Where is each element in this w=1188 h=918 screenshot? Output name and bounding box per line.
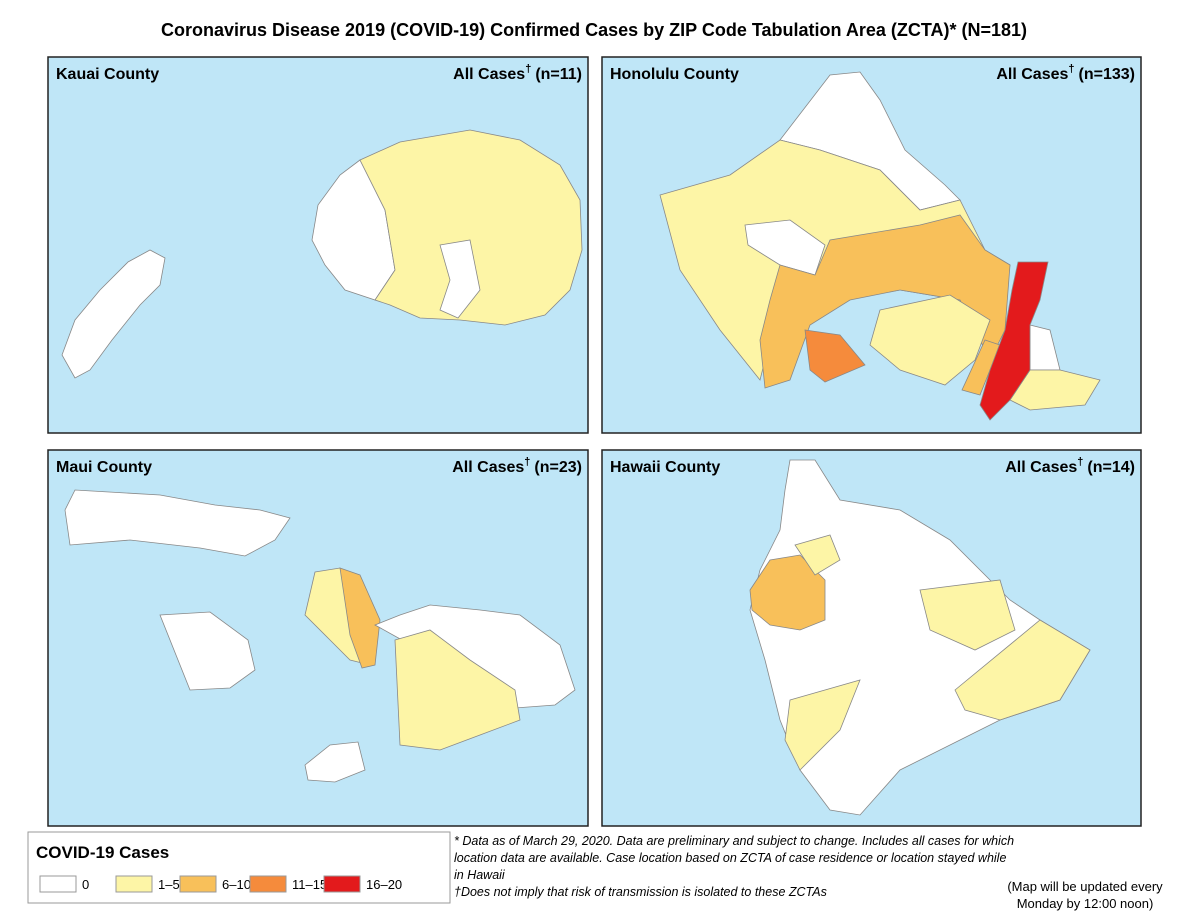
legend-swatch [179,875,217,893]
legend-frame [27,831,451,904]
cases-label: All Cases [996,66,1068,83]
panel-name: Hawaii County [610,459,720,476]
panel-name: Honolulu County [610,66,739,83]
cases-count: (n=11) [535,66,582,83]
legend-swatch [323,875,361,893]
panel-cases: All Cases† (n=14) [1005,456,1135,476]
legend-swatch [249,875,287,893]
panel-cases: All Cases† (n=133) [996,63,1135,83]
legend-label: 11–15 [292,877,327,892]
panel-cases: All Cases† (n=23) [452,456,582,476]
cases-mark: † [525,63,531,75]
update-note: (Map will be updated every [1007,879,1163,894]
footnote: in Hawaii [454,868,506,882]
panel-name: Maui County [56,459,152,476]
cases-label: All Cases [452,459,524,476]
legend-swatch [39,875,77,893]
cases-label: All Cases [453,66,525,83]
legend-swatch [115,875,153,893]
panel-cases: All Cases† (n=11) [453,63,582,83]
update-note: Monday by 12:00 noon) [1017,896,1154,911]
legend-label: 0 [82,877,89,892]
panel-name: Kauai County [56,66,159,83]
oahu-island [659,71,1101,421]
footnote: †Does not imply that risk of transmissio… [454,885,827,899]
hawaii-island [749,459,1091,816]
cases-count: (n=14) [1087,459,1135,476]
title: Coronavirus Disease 2019 (COVID-19) Conf… [161,20,1027,40]
cases-count: (n=23) [534,459,582,476]
kauai-islands [61,129,583,379]
footnote: location data are available. Case locati… [454,851,1006,865]
legend-label: 16–20 [366,877,402,892]
legend-label: 6–10 [222,877,251,892]
legend-label: 1–5 [158,877,180,892]
cases-mark: † [1068,63,1074,75]
legend-title: COVID-19 Cases [36,843,169,862]
maui-islands [64,489,576,783]
cases-count: (n=133) [1079,66,1135,83]
cases-label: All Cases [1005,459,1077,476]
cases-mark: † [1077,456,1083,468]
cases-mark: † [524,456,530,468]
footnote: * Data as of March 29, 2020. Data are pr… [454,834,1014,848]
